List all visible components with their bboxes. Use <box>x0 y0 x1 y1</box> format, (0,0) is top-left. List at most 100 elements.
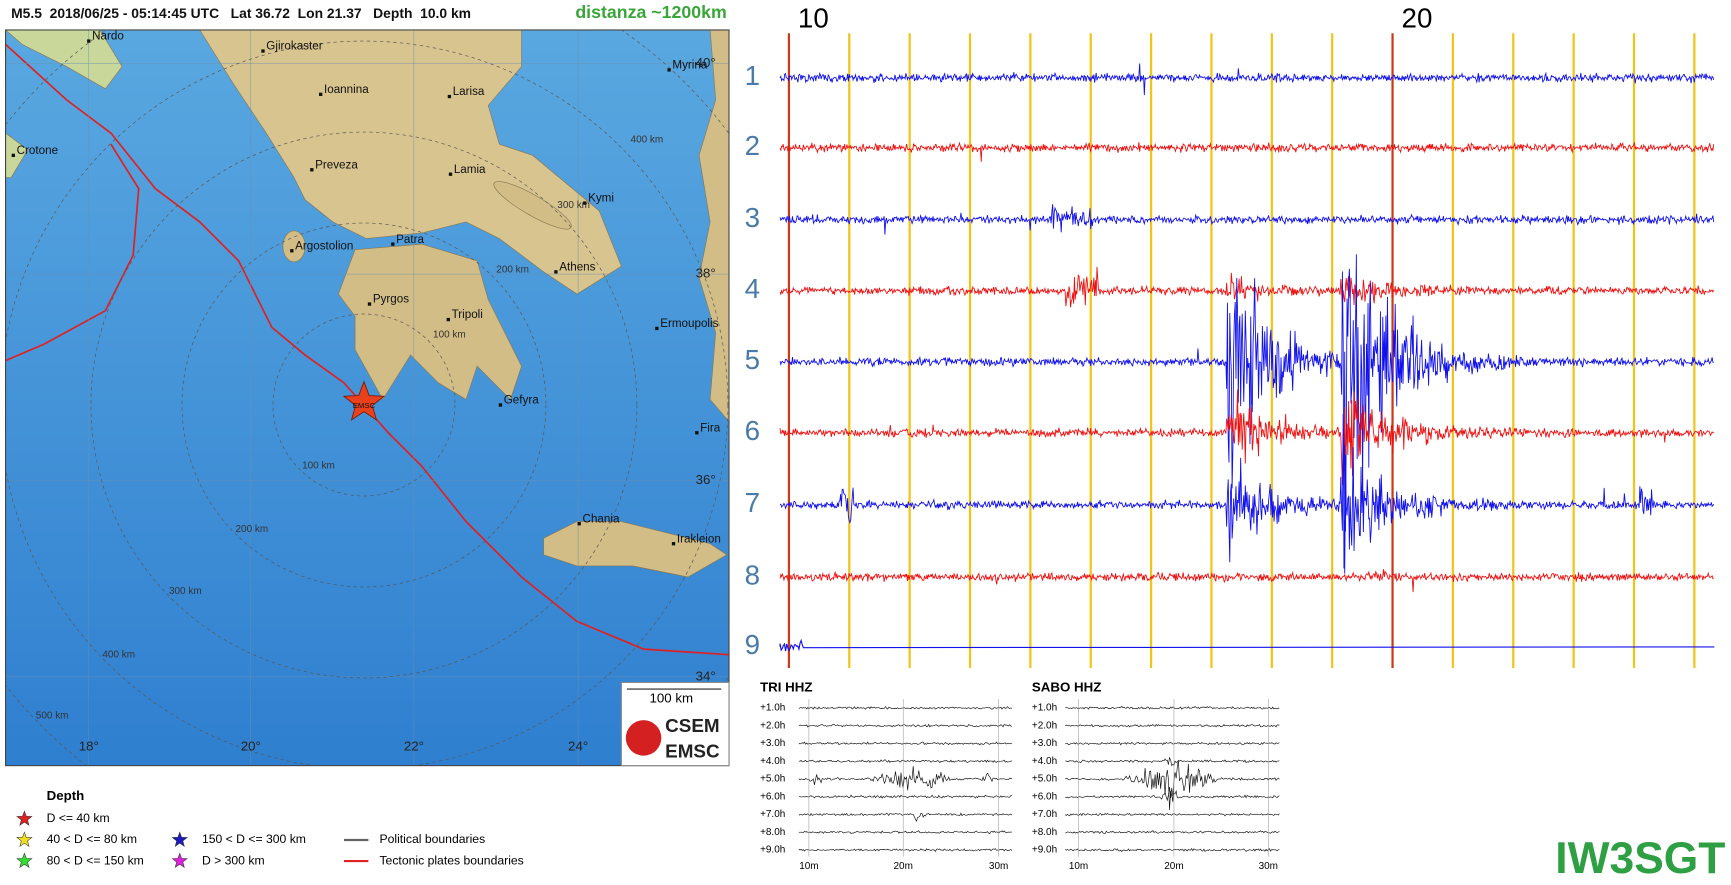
lon-label: 20° <box>241 738 261 753</box>
city-label: Gjirokaster <box>266 40 322 53</box>
legend-label: Tectonic plates boundaries <box>379 853 523 867</box>
land <box>5 29 123 90</box>
panel-row-label: +5.0h <box>760 774 785 785</box>
city-dot <box>671 542 676 546</box>
city-label: Ioannina <box>324 83 369 96</box>
island <box>350 269 371 286</box>
panel-title: TRI HHZ <box>760 679 812 694</box>
legend-label: D > 300 km <box>202 853 265 867</box>
legend-title: Depth <box>47 788 85 803</box>
panel-row-label: +7.0h <box>760 809 785 820</box>
ring-label: 100 km <box>433 330 466 341</box>
ring-label: 100 km <box>302 461 335 472</box>
row-label: 8 <box>745 559 760 590</box>
city-dot <box>583 201 587 205</box>
panel-trace <box>1065 812 1280 817</box>
panel-trace <box>1065 830 1280 835</box>
city-label: Patra <box>396 233 424 246</box>
seismic-trace <box>779 266 1715 308</box>
ring-label: 400 km <box>631 134 664 145</box>
legend-star <box>171 852 188 869</box>
city-label: Fira <box>700 421 721 434</box>
city-dot <box>290 249 294 253</box>
city-label: Tripoli <box>452 308 483 321</box>
distance-ring <box>5 40 729 766</box>
panel-trace <box>798 759 1013 764</box>
row-label: 7 <box>745 487 760 518</box>
city-dot <box>667 68 671 72</box>
panel-minute-label: 30m <box>989 861 1008 872</box>
city-label: Lamia <box>454 163 486 176</box>
panel-row-label: +2.0h <box>760 720 785 731</box>
panel-row-label: +8.0h <box>760 827 785 838</box>
panel-minute-label: 10m <box>1069 861 1088 872</box>
panel-row-label: +4.0h <box>760 756 785 767</box>
city-dot <box>447 94 452 99</box>
lat-label: 40° <box>696 55 716 70</box>
panel-trace <box>1065 723 1280 728</box>
land <box>698 29 730 423</box>
lat-label: 34° <box>696 668 716 683</box>
legend-label: 40 < D <= 80 km <box>47 832 137 846</box>
lon-label: 22° <box>404 738 424 753</box>
panel-trace <box>1065 756 1280 767</box>
panel-row-label: +6.0h <box>760 791 785 802</box>
hour-label: 10 <box>798 2 829 33</box>
panel-trace <box>1065 760 1280 811</box>
panel-row-label: +9.0h <box>1032 845 1057 856</box>
city-dot <box>87 39 91 43</box>
row-label: 1 <box>745 60 760 91</box>
row-label: 2 <box>745 130 760 161</box>
row-label: 3 <box>745 202 760 233</box>
panel-trace <box>798 741 1012 746</box>
land <box>338 243 522 401</box>
city-label: Chania <box>583 512 620 525</box>
panel-trace <box>798 723 1013 728</box>
logo-text: EMSC <box>665 740 720 761</box>
city-dot <box>554 270 558 274</box>
legend-star <box>16 852 33 869</box>
panel-minute-label: 30m <box>1259 861 1278 872</box>
panel-trace <box>1065 786 1280 802</box>
row-label: 5 <box>745 344 760 375</box>
panel-trace <box>798 848 1013 852</box>
distance-ring <box>181 222 547 588</box>
legend-label: 150 < D <= 300 km <box>202 832 306 846</box>
city-dot <box>310 168 314 172</box>
distance: distanza ~1200km <box>575 2 726 22</box>
ring-label: 200 km <box>236 524 269 535</box>
legend-label: 80 < D <= 150 km <box>47 853 144 867</box>
legend-label: Political boundaries <box>379 832 485 846</box>
ring-label: 400 km <box>102 649 135 660</box>
lon-label: 18° <box>79 738 99 753</box>
city-label: Kymi <box>588 192 614 205</box>
seismic-trace <box>779 638 1715 652</box>
seismic-trace <box>779 204 1715 235</box>
logo-text: CSEM <box>665 715 720 736</box>
city-label: Myrina <box>672 59 707 72</box>
seismic-trace <box>779 389 1714 486</box>
seismic-trace <box>779 63 1715 96</box>
panel-row-label: +8.0h <box>1032 827 1057 838</box>
land <box>199 29 622 295</box>
city-label: Athens <box>559 260 595 273</box>
city-label: Ermoupolis <box>660 317 718 330</box>
event-info: M5.5 2018/06/25 - 05:14:45 UTC Lat 36.72… <box>11 5 471 21</box>
hour-label: 20 <box>1402 2 1433 33</box>
panel-row-label: +5.0h <box>1032 774 1057 785</box>
city-label: Crotone <box>17 144 58 157</box>
island <box>282 230 306 263</box>
lon-label: 24° <box>568 738 588 753</box>
ring-label: 300 km <box>169 586 202 597</box>
city-label: Nardo <box>92 30 124 43</box>
city-dot <box>391 242 395 246</box>
legend-star <box>171 831 188 847</box>
scale-label: 100 km <box>650 691 694 706</box>
epicenter-label: EMSC <box>353 401 376 410</box>
distance-ring <box>90 131 638 679</box>
logo-icon <box>625 720 662 756</box>
panel-row-label: +9.0h <box>760 845 785 856</box>
